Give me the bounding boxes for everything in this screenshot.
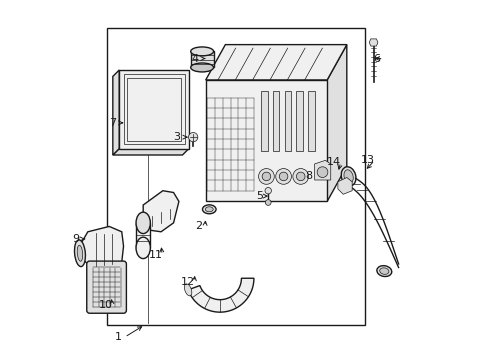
Circle shape	[259, 168, 274, 184]
Text: 4: 4	[192, 54, 198, 64]
Ellipse shape	[380, 268, 389, 274]
Polygon shape	[315, 160, 331, 180]
Polygon shape	[113, 149, 189, 155]
Text: 14: 14	[327, 157, 342, 167]
Polygon shape	[119, 70, 189, 149]
Circle shape	[266, 200, 271, 205]
Polygon shape	[206, 80, 327, 202]
FancyBboxPatch shape	[87, 261, 126, 313]
Polygon shape	[136, 223, 150, 248]
Ellipse shape	[265, 188, 271, 194]
Ellipse shape	[191, 63, 214, 72]
Circle shape	[262, 172, 270, 181]
Circle shape	[317, 167, 328, 177]
Text: 2: 2	[195, 221, 202, 231]
Circle shape	[279, 172, 288, 181]
Polygon shape	[75, 226, 123, 267]
Ellipse shape	[202, 205, 216, 214]
Bar	[308, 91, 315, 152]
Bar	[261, 91, 268, 152]
Ellipse shape	[341, 167, 356, 186]
Text: 11: 11	[148, 250, 163, 260]
Bar	[285, 91, 291, 152]
Ellipse shape	[136, 212, 150, 234]
Ellipse shape	[136, 237, 150, 258]
Circle shape	[276, 168, 292, 184]
Text: 8: 8	[306, 171, 313, 181]
Text: 12: 12	[181, 277, 195, 287]
Ellipse shape	[191, 47, 214, 56]
Ellipse shape	[344, 170, 353, 183]
Text: 7: 7	[109, 118, 117, 128]
Ellipse shape	[77, 245, 83, 261]
Bar	[107, 28, 365, 325]
Text: 3: 3	[173, 132, 181, 142]
Polygon shape	[369, 39, 378, 46]
Polygon shape	[206, 45, 347, 80]
Circle shape	[296, 172, 305, 181]
Ellipse shape	[74, 240, 85, 267]
Text: 1: 1	[115, 332, 122, 342]
Polygon shape	[338, 177, 352, 194]
Polygon shape	[327, 45, 347, 202]
Circle shape	[293, 168, 309, 184]
Text: 9: 9	[72, 234, 79, 244]
Bar	[273, 91, 279, 152]
Text: 10: 10	[98, 300, 113, 310]
Text: 6: 6	[374, 54, 381, 64]
Text: 5: 5	[256, 191, 263, 201]
Polygon shape	[113, 70, 119, 155]
Circle shape	[189, 132, 198, 142]
Ellipse shape	[205, 207, 213, 212]
Polygon shape	[188, 278, 254, 312]
Polygon shape	[143, 191, 179, 232]
Text: 13: 13	[361, 156, 375, 165]
Ellipse shape	[184, 284, 192, 296]
Bar	[296, 91, 303, 152]
Polygon shape	[191, 51, 214, 67]
Ellipse shape	[377, 266, 392, 276]
